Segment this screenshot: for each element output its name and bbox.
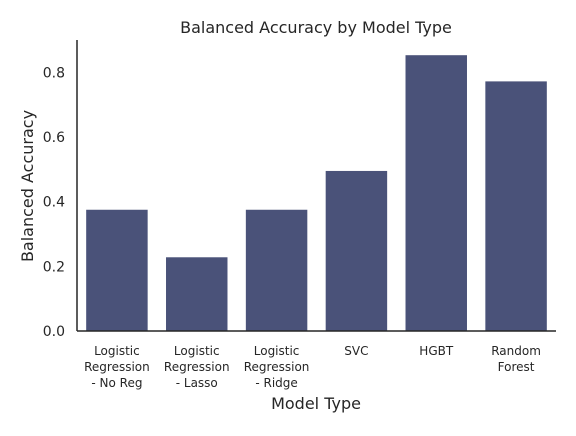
- bars-group: [86, 55, 547, 332]
- x-ticks-group: Logistic Regression - No Reg Logistic Regres…: [84, 344, 541, 390]
- x-tick-label: HGBT: [419, 344, 454, 358]
- x-tick-label: Logistic Regression - Lasso: [164, 344, 230, 390]
- bar-4: [325, 170, 388, 331]
- bar-2: [166, 257, 228, 331]
- x-tick-label: SVC: [344, 344, 368, 358]
- x-tick-label: Random Forest: [491, 344, 541, 374]
- y-tick-label: 0.0: [43, 324, 65, 340]
- bar-1: [86, 209, 148, 331]
- y-tick-label: 0.8: [43, 65, 65, 81]
- bar-5: [405, 55, 467, 332]
- bar-3: [245, 209, 308, 331]
- bar-6: [485, 81, 547, 332]
- chart-title: Balanced Accuracy by Model Type: [180, 18, 452, 37]
- x-tick-label: Logistic Regression - Ridge: [244, 344, 310, 390]
- y-ticks-group: 0.0 0.2 0.4 0.6 0.8: [43, 65, 65, 340]
- y-tick-label: 0.4: [43, 195, 65, 211]
- x-tick-label: Logistic Regression - No Reg: [84, 344, 150, 390]
- y-tick-label: 0.2: [43, 259, 65, 275]
- y-axis-label: Balanced Accuracy: [18, 110, 37, 262]
- x-axis-label: Model Type: [271, 394, 361, 413]
- y-tick-label: 0.6: [43, 130, 65, 146]
